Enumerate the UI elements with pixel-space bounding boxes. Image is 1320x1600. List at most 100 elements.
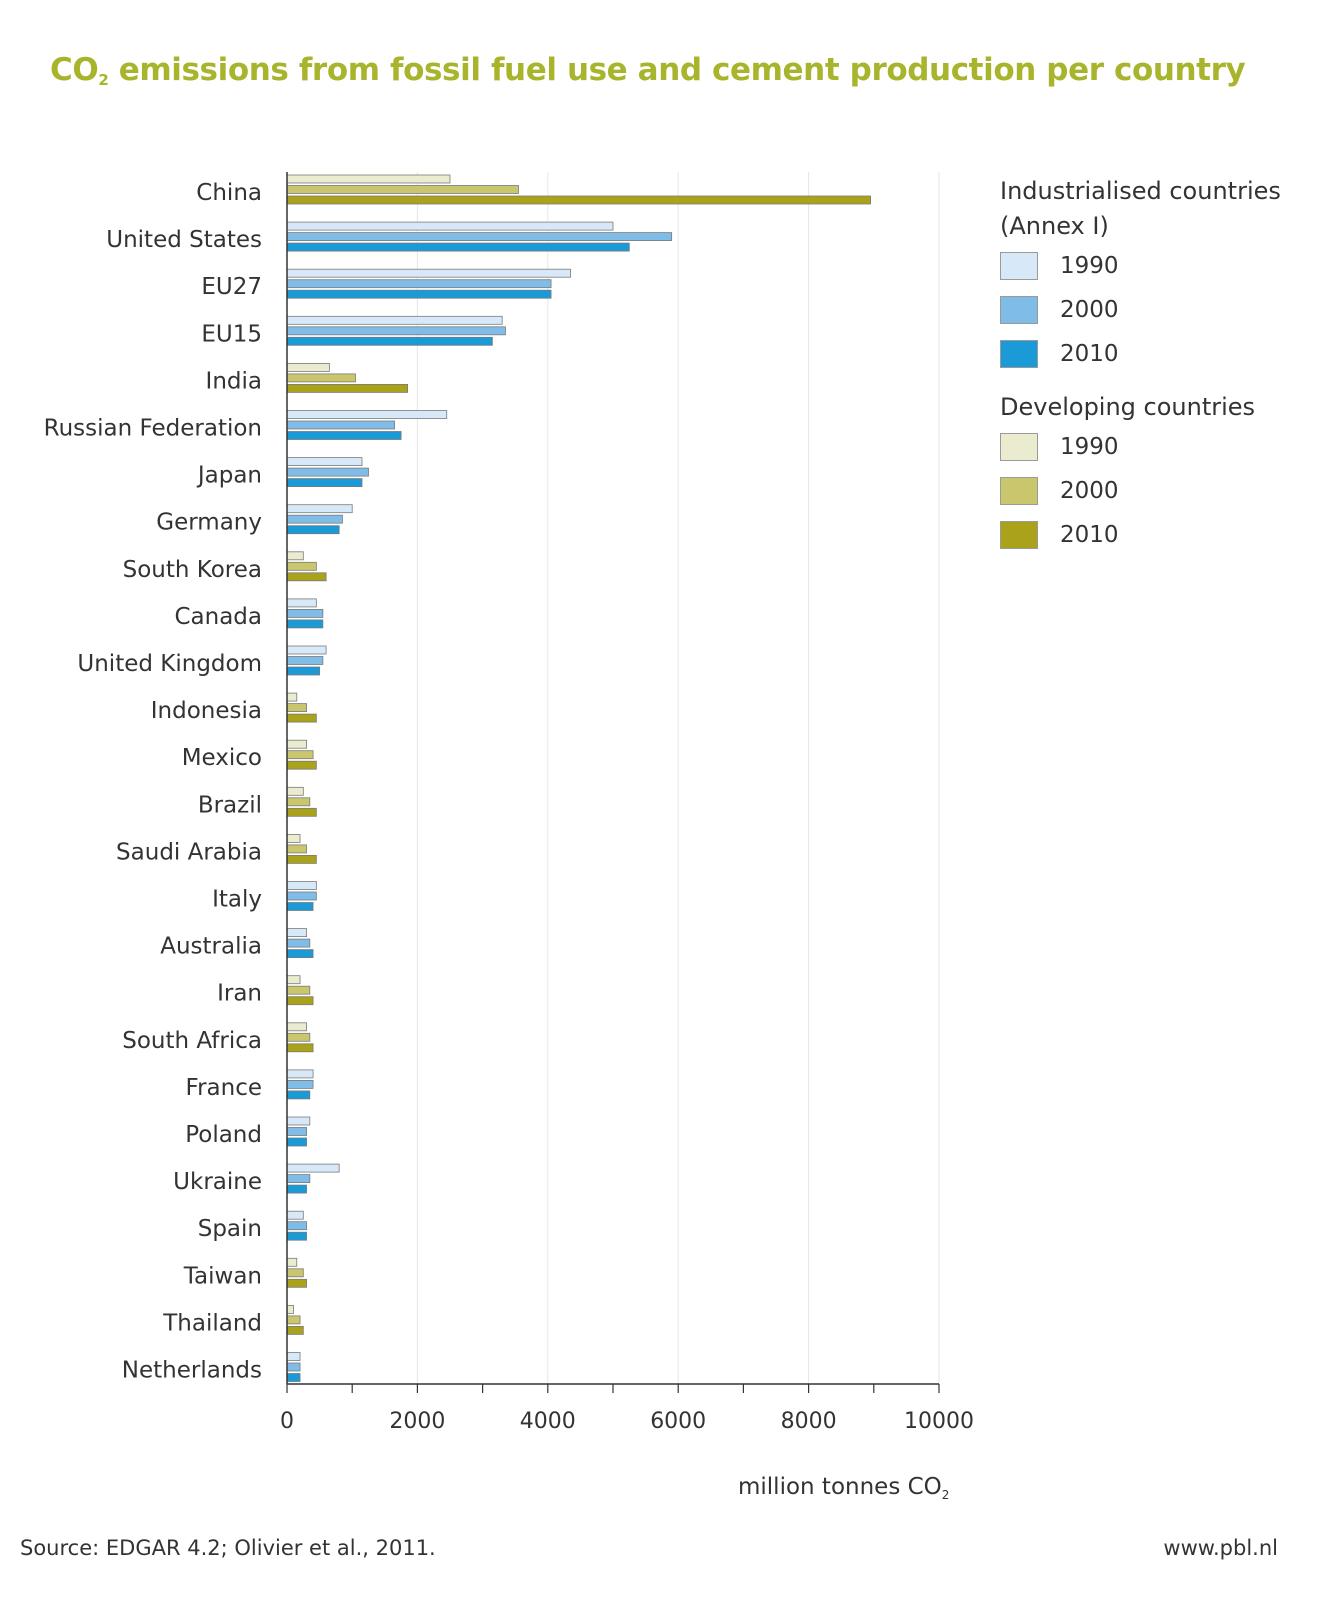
legend-industrialised-title: Industrialised countries	[1000, 177, 1281, 205]
bar-taiwan-2000	[286, 1268, 304, 1278]
axes: 0 2000 4000 6000 8000 10000	[280, 172, 974, 1434]
category-label: Poland	[185, 1122, 262, 1148]
bars	[286, 174, 871, 1382]
bar-south-korea-1990	[286, 551, 304, 561]
bar-brazil-1990	[286, 786, 304, 796]
category-label: Brazil	[198, 792, 262, 818]
bar-indonesia-2000	[286, 703, 307, 712]
category-label: Japan	[196, 463, 262, 489]
bar-united-kingdom-2010	[286, 666, 320, 676]
bar-france-1990	[286, 1069, 314, 1079]
legend-swatch	[1000, 296, 1038, 324]
bar-netherlands-1990	[286, 1352, 301, 1361]
legend-developing: Developing countries 1990 2000 2010	[1000, 390, 1310, 557]
legend-year: 2000	[1060, 297, 1119, 323]
bar-united-states-2010	[286, 242, 630, 252]
x-axis-label-subscript: 2	[941, 1488, 950, 1502]
bar-netherlands-2010	[286, 1373, 301, 1382]
bar-thailand-1990	[286, 1305, 294, 1314]
bar-south-africa-1990	[286, 1022, 307, 1032]
bar-italy-1990	[286, 881, 317, 890]
bar-taiwan-2010	[286, 1278, 307, 1288]
grid-lines	[416, 172, 940, 1384]
bar-eu15-1990	[286, 315, 503, 325]
x-tick-label: 2000	[389, 1409, 445, 1434]
bar-netherlands-2000	[286, 1362, 301, 1372]
x-axis-label-main: million tonnes CO	[738, 1474, 942, 1500]
category-label: Iran	[217, 981, 262, 1007]
legend: Industrialised countries (Annex I) 1990 …	[1000, 174, 1310, 557]
legend-year: 2000	[1060, 478, 1119, 504]
bar-south-africa-2010	[286, 1043, 314, 1053]
bar-eu15-2000	[286, 326, 506, 336]
legend-item: 2010	[1000, 513, 1310, 557]
category-label: Taiwan	[183, 1263, 262, 1289]
category-label: Italy	[212, 887, 262, 913]
category-label: Saudi Arabia	[116, 839, 262, 865]
bar-canada-2010	[286, 619, 324, 629]
bar-united-states-2000	[286, 232, 673, 242]
category-label: Germany	[156, 510, 262, 536]
legend-year: 2010	[1060, 522, 1119, 548]
chart-title: CO2 emissions from fossil fuel use and c…	[50, 52, 1246, 89]
bar-ukraine-1990	[286, 1163, 340, 1173]
bar-france-2010	[286, 1090, 311, 1100]
x-tick-label: 10000	[904, 1409, 974, 1434]
bar-mexico-2010	[286, 760, 317, 770]
source-note: Source: EDGAR 4.2; Olivier et al., 2011.	[20, 1536, 436, 1560]
legend-item: 2010	[1000, 332, 1310, 376]
bar-brazil-2010	[286, 807, 317, 817]
bar-australia-2000	[286, 938, 311, 948]
legend-industrialised-subtitle: (Annex I)	[1000, 212, 1109, 240]
bar-eu15-2010	[286, 336, 493, 346]
category-label: Netherlands	[122, 1358, 262, 1384]
x-tick-label: 6000	[650, 1409, 706, 1434]
bar-china-2000	[286, 185, 519, 194]
bar-iran-2000	[286, 985, 311, 995]
bar-iran-2010	[286, 996, 314, 1006]
bar-germany-2000	[286, 514, 343, 524]
bar-thailand-2010	[286, 1326, 304, 1335]
bar-eu27-2000	[286, 279, 552, 289]
legend-item: 2000	[1000, 469, 1310, 513]
bar-indonesia-2010	[286, 713, 317, 723]
bar-italy-2000	[286, 891, 317, 901]
bar-ukraine-2000	[286, 1174, 311, 1183]
legend-year: 1990	[1060, 434, 1119, 460]
bar-canada-1990	[286, 598, 317, 608]
bar-japan-2000	[286, 467, 369, 477]
bar-poland-2010	[286, 1137, 307, 1147]
bar-india-1990	[286, 362, 330, 372]
bar-indonesia-1990	[286, 692, 298, 702]
legend-year: 1990	[1060, 253, 1119, 279]
category-label: EU15	[201, 321, 262, 347]
category-label: United States	[106, 227, 262, 253]
bar-italy-2010	[286, 902, 314, 911]
legend-year: 2010	[1060, 341, 1119, 367]
category-label: Indonesia	[151, 698, 262, 724]
legend-industrialised: Industrialised countries (Annex I) 1990 …	[1000, 174, 1310, 376]
bar-saudi-arabia-2000	[286, 844, 307, 854]
bar-south-korea-2010	[286, 572, 327, 582]
bar-canada-2000	[286, 609, 324, 618]
website-link[interactable]: www.pbl.nl	[1163, 1536, 1278, 1560]
category-label: Ukraine	[173, 1169, 262, 1195]
category-label: India	[206, 368, 262, 394]
category-label: Canada	[174, 604, 262, 630]
legend-swatch	[1000, 433, 1038, 461]
x-tick-label: 4000	[520, 1409, 576, 1434]
bar-russian-federation-2010	[286, 431, 402, 440]
bar-russian-federation-2000	[286, 420, 395, 430]
category-label: China	[196, 180, 262, 206]
bar-taiwan-1990	[286, 1257, 298, 1267]
bar-iran-1990	[286, 975, 301, 985]
bar-united-states-1990	[286, 221, 614, 231]
category-label: EU27	[201, 274, 262, 300]
bar-eu27-2010	[286, 289, 552, 299]
bar-russian-federation-1990	[286, 410, 448, 419]
bar-brazil-2000	[286, 797, 311, 807]
x-axis-label: million tonnes CO2	[738, 1474, 949, 1502]
category-label: South Korea	[123, 557, 262, 583]
legend-item: 1990	[1000, 425, 1310, 469]
category-label: Russian Federation	[44, 416, 262, 442]
